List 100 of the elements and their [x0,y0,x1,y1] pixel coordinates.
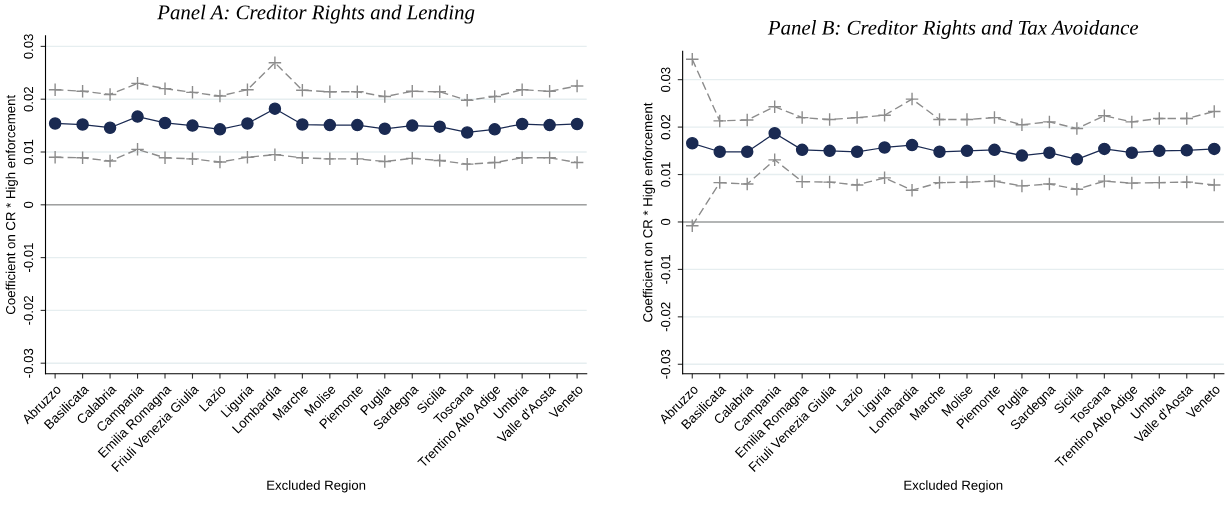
point [48,117,62,130]
point [75,84,90,99]
point [130,142,145,157]
point [213,89,227,103]
point [1207,104,1222,119]
point [850,110,865,125]
point [103,87,118,102]
x-axis-title: Excluded Region [904,480,1003,493]
point [158,116,172,130]
point [878,141,891,154]
point [377,154,392,169]
point [323,118,337,132]
point [960,112,974,127]
point [432,153,447,168]
point [240,150,255,165]
point [1014,117,1029,132]
point [685,52,700,67]
point [1124,114,1139,129]
point [488,123,501,136]
y-axis-title: Coefficient on CR * High enforcement [642,102,656,322]
point [76,118,89,131]
point [1152,111,1167,126]
point [1014,178,1029,193]
point [48,82,63,97]
y-tick-label: -0.01 [660,255,671,284]
point [460,157,475,172]
y-tick-label: 0.03 [23,34,34,59]
point [1152,175,1167,190]
point [905,138,919,152]
point [240,82,255,97]
point [877,108,892,123]
point [351,118,364,132]
point [1070,153,1084,166]
point [1207,178,1222,192]
y-tick-label: 0.01 [660,162,671,187]
point [1207,142,1221,156]
point [795,110,810,125]
point [131,110,144,123]
point [350,151,365,166]
point [933,145,946,159]
point [322,151,337,166]
point [267,147,282,162]
y-tick-label: 0.02 [660,114,671,140]
point [241,117,254,130]
point [432,84,447,99]
point [158,81,172,96]
point [103,121,117,134]
point [515,150,530,165]
point [740,177,755,191]
point [267,55,282,70]
point [570,79,585,93]
y-tick-label: 0 [23,201,34,208]
point [850,145,864,159]
point [685,218,700,233]
point [460,126,474,139]
point [295,83,310,98]
point [1179,111,1194,126]
y-axis-title: Coefficient on CR * High enforcement [5,95,18,315]
point [1097,174,1112,189]
point [712,175,727,190]
point [487,89,502,104]
point [406,119,419,132]
point [103,154,118,168]
point [822,175,837,190]
chart-title: Panel B: Creditor Rights and Tax Avoidance [767,20,1139,39]
y-tick-label: -0.02 [660,302,671,332]
point [987,110,1002,125]
point [686,136,699,150]
point [1124,176,1139,191]
point [1043,146,1056,159]
point [570,155,585,170]
point [130,76,145,91]
point [932,175,947,190]
point [905,183,919,198]
point [1042,177,1057,191]
point [48,150,63,165]
point [405,151,420,166]
point [960,144,974,158]
point [823,144,836,158]
point [460,93,475,108]
point [515,117,529,131]
point [713,145,726,159]
point [296,118,309,131]
point [767,152,782,167]
y-tick-label: -0.03 [23,348,34,378]
chart-title: Panel A: Creditor Rights and Lending [157,4,475,24]
point [1097,108,1112,123]
point [822,112,837,127]
point [960,175,974,190]
point [158,150,172,165]
point [377,89,392,104]
point [712,113,727,128]
point [740,145,754,159]
y-tick-label: 0 [660,218,671,226]
y-tick-label: -0.03 [660,349,671,379]
point [1153,144,1166,158]
point [213,123,227,136]
point [322,84,337,99]
point [877,170,892,185]
point [515,82,530,97]
